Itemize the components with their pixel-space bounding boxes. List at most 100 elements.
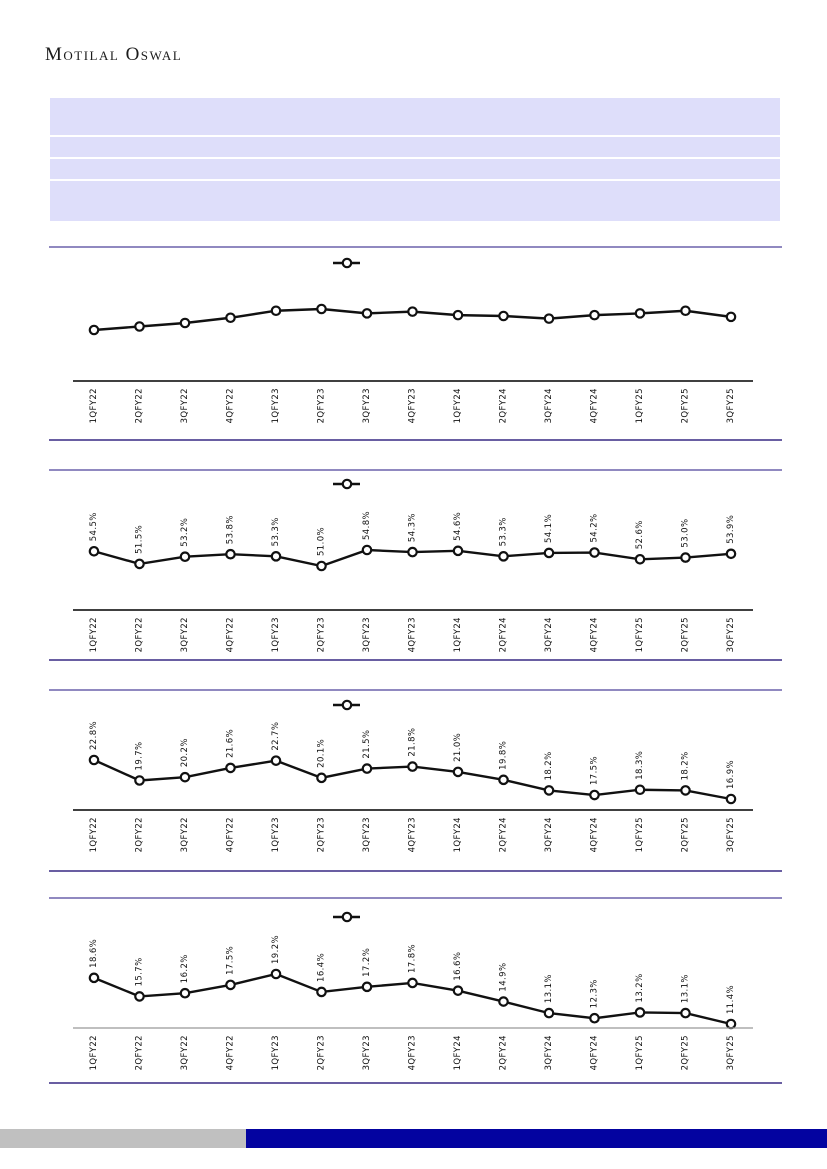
data-point (407, 761, 418, 772)
data-label: 11.4% (726, 985, 736, 1014)
data-point (179, 551, 191, 563)
x-tick-label: 1QFY24 (453, 1035, 463, 1070)
x-tick-label: 3QFY23 (362, 617, 372, 652)
data-label: 53.2% (180, 518, 190, 547)
data-label: 54.3% (408, 513, 418, 542)
data-point (680, 785, 691, 796)
data-label: 13.1% (681, 974, 691, 1003)
data-label: 54.1% (544, 514, 554, 543)
data-label: 53.3% (499, 517, 509, 546)
x-tick-label: 1QFY24 (453, 617, 463, 652)
data-label: 20.1% (317, 739, 327, 768)
data-point (179, 987, 191, 999)
x-tick-label: 2QFY25 (681, 817, 691, 852)
chart-2-svg: 54.5% 51.5% 53.2% 53.8% 53.3% 51.0% 54.8% 54.3%… (73, 478, 753, 652)
data-point (543, 1007, 555, 1019)
data-point (225, 979, 236, 991)
data-point (589, 309, 600, 321)
data-label: 53.8% (226, 515, 236, 544)
x-tick-label: 2QFY23 (317, 817, 327, 852)
x-tick-label: 4QFY22 (226, 617, 236, 652)
data-point (134, 558, 145, 570)
x-tick-label: 2QFY25 (681, 388, 691, 423)
x-tick-label: 2QFY24 (499, 388, 509, 423)
x-tick-label: 4QFY22 (226, 388, 236, 423)
chart-4-svg: 18.6% 15.7% 16.2% 17.5% 19.2% 16.4% 17.2% 17.8%… (73, 911, 753, 1070)
x-tick-label: 1QFY25 (635, 617, 645, 652)
x-tick-label: 4QFY24 (590, 617, 600, 652)
data-label: 19.7% (135, 741, 145, 770)
data-point (316, 303, 327, 315)
x-tick-label: 3QFY23 (362, 388, 372, 423)
data-point (725, 311, 737, 323)
data-label: 51.0% (317, 527, 327, 556)
data-label: 16.9% (726, 760, 736, 789)
data-point (179, 317, 191, 329)
data-point (407, 306, 418, 317)
data-point (452, 309, 464, 321)
x-tick-label: 2QFY22 (135, 617, 145, 652)
x-tick-label: 3QFY22 (180, 817, 190, 852)
data-point (225, 548, 236, 560)
data-label: 18.2% (544, 751, 554, 780)
brand-logo: Motilal Oswal (45, 44, 183, 65)
x-tick-label: 1QFY22 (89, 388, 99, 423)
data-point (725, 1018, 737, 1030)
data-label: 54.2% (590, 514, 600, 543)
x-tick-label: 3QFY22 (180, 617, 190, 652)
x-tick-label: 3QFY24 (544, 817, 554, 852)
chart-1: 1QFY22 2QFY22 3QFY22 4QFY22 1QFY23 2QFY23 3QFY… (49, 246, 782, 441)
data-point (452, 545, 464, 557)
chart-1-svg: 1QFY22 2QFY22 3QFY22 4QFY22 1QFY23 2QFY23 3QFY… (73, 257, 753, 423)
data-label: 16.2% (180, 954, 190, 983)
legend-marker (333, 478, 360, 490)
x-tick-label: 1QFY22 (89, 617, 99, 652)
legend-marker (333, 911, 360, 923)
data-label: 17.5% (590, 756, 600, 785)
panel-row (50, 98, 780, 135)
data-point (88, 545, 100, 557)
data-point (543, 785, 555, 796)
x-tick-label: 4QFY22 (226, 817, 236, 852)
data-label: 53.0% (681, 519, 691, 548)
x-tick-label: 2QFY23 (317, 617, 327, 652)
x-tick-label: 4QFY23 (408, 817, 418, 852)
data-label: 17.2% (362, 948, 372, 977)
x-tick-label: 1QFY23 (271, 388, 281, 423)
data-label: 53.3% (271, 517, 281, 546)
data-label: 21.6% (226, 729, 236, 758)
x-tick-label: 3QFY24 (544, 617, 554, 652)
data-label: 17.8% (408, 944, 418, 973)
panel-row (50, 159, 780, 179)
chart-3: 22.8% 19.7% 20.2% 21.6% 22.7% 20.1% 21.5% 21.8%… (49, 689, 782, 872)
data-point (498, 551, 509, 562)
x-tick-label: 4QFY24 (590, 1035, 600, 1070)
x-tick-label: 3QFY23 (362, 1035, 372, 1070)
data-label: 15.7% (135, 957, 145, 986)
data-label: 21.5% (362, 730, 372, 759)
data-point (179, 771, 191, 783)
footer-bar-gray (0, 1129, 246, 1148)
data-point (88, 972, 100, 984)
x-tick-label: 2QFY22 (135, 388, 145, 423)
x-tick-label: 1QFY23 (271, 1035, 281, 1070)
panel-row (50, 137, 780, 157)
data-label: 12.3% (590, 979, 600, 1008)
data-point (589, 1012, 600, 1024)
x-tick-label: 3QFY22 (180, 1035, 190, 1070)
data-point (634, 784, 646, 796)
data-point (498, 774, 509, 786)
data-label: 16.6% (453, 952, 463, 981)
x-tick-label: 1QFY23 (271, 817, 281, 852)
data-point (361, 308, 373, 319)
data-point (316, 560, 327, 572)
data-label: 18.3% (635, 751, 645, 780)
x-tick-label: 2QFY23 (317, 388, 327, 423)
data-point (361, 763, 373, 774)
data-point (680, 552, 691, 563)
data-label: 22.8% (89, 721, 99, 750)
data-label: 17.5% (226, 946, 236, 975)
data-label: 21.0% (453, 733, 463, 762)
data-label: 19.8% (499, 741, 509, 770)
x-tick-label: 3QFY24 (544, 388, 554, 423)
